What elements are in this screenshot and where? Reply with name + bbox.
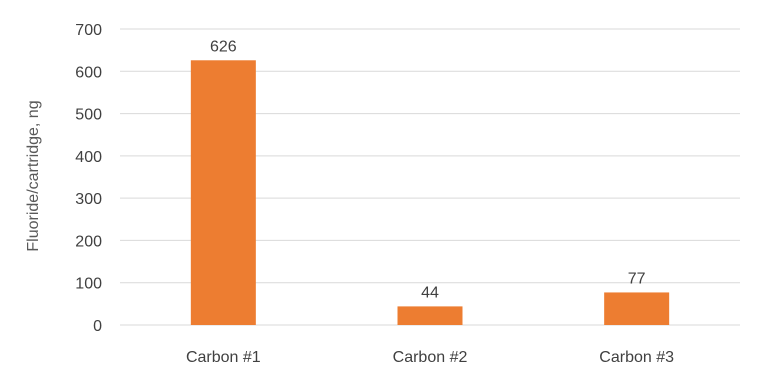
data-label: 77 — [628, 270, 646, 287]
y-tick-label: 700 — [75, 22, 102, 39]
y-tick-label: 600 — [75, 64, 102, 81]
data-labels: 626 44 77 — [210, 38, 646, 301]
y-tick-label: 0 — [93, 318, 102, 335]
y-tick-label: 200 — [75, 233, 102, 250]
y-axis-ticks: 0 100 200 300 400 500 600 700 — [75, 22, 102, 335]
data-label: 626 — [210, 38, 237, 55]
y-tick-label: 300 — [75, 191, 102, 208]
y-tick-label: 400 — [75, 149, 102, 166]
bar-3 — [604, 292, 670, 325]
bar-2 — [397, 306, 463, 325]
data-label: 44 — [421, 284, 439, 301]
x-axis-ticks: Carbon #1 Carbon #2 Carbon #3 — [186, 349, 674, 365]
bars — [190, 60, 670, 325]
y-tick-label: 100 — [75, 276, 102, 293]
x-tick-label: Carbon #1 — [186, 349, 261, 365]
y-axis-title: Fluoride/cartridge, ng — [25, 100, 42, 251]
x-tick-label: Carbon #2 — [393, 349, 468, 365]
x-tick-label: Carbon #3 — [599, 349, 674, 365]
bar-1 — [190, 60, 256, 325]
y-tick-label: 500 — [75, 107, 102, 124]
